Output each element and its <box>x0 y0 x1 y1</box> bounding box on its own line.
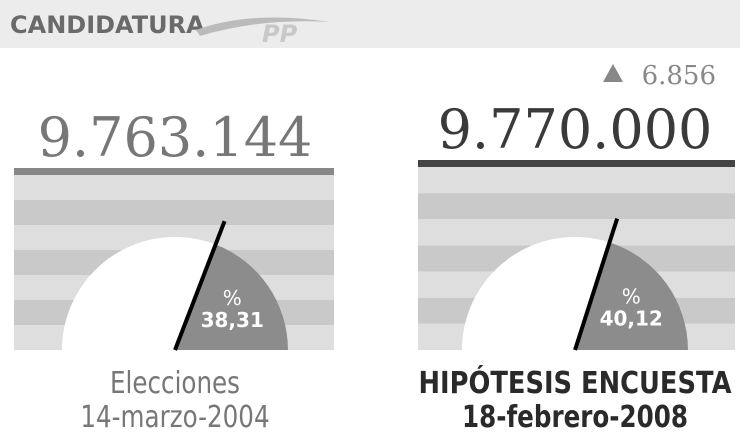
logo: PP <box>196 17 330 48</box>
caption: Elecciones <box>110 366 240 401</box>
bar <box>418 160 735 167</box>
needle <box>173 220 227 351</box>
caption: HIPÓTESIS ENCUESTA <box>419 364 733 401</box>
caption: 18-febrero-2008 <box>462 400 688 435</box>
percent-symbol: % <box>223 286 242 310</box>
percent-label: 40,12 <box>600 306 663 330</box>
up-arrow <box>603 64 623 82</box>
percent-label: 38,31 <box>201 308 264 332</box>
logo-text: PP <box>262 20 298 48</box>
votes: 9.763.144 <box>38 106 313 169</box>
needle <box>573 217 620 351</box>
stripe <box>418 193 735 220</box>
header-title: CANDIDATURA <box>10 11 205 39</box>
caption: 14-marzo-2004 <box>80 400 269 435</box>
wedge <box>175 244 288 350</box>
bar <box>14 168 334 175</box>
votes: 9.770.000 <box>438 98 713 161</box>
percent-symbol: % <box>622 284 641 308</box>
stripe <box>418 167 735 194</box>
stripe <box>14 175 334 200</box>
header-bar <box>0 0 740 48</box>
stripe <box>14 200 334 225</box>
change-label: 6.856 <box>642 61 716 91</box>
wedge <box>575 242 688 350</box>
